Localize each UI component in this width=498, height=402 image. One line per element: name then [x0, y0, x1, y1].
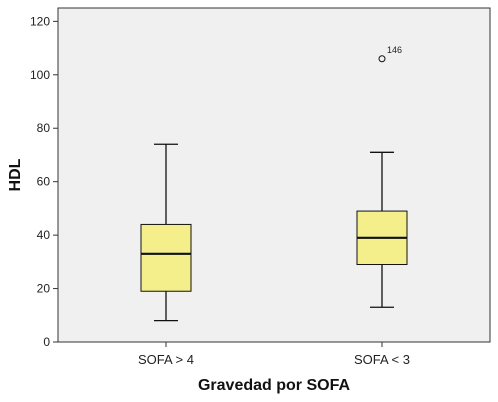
box-1 — [140, 143, 192, 322]
boxes-group: 146 — [140, 45, 408, 322]
y-tick-label: 20 — [37, 282, 51, 296]
x-tick-label: SOFA > 4 — [138, 352, 194, 367]
x-axis-title: Gravedad por SOFA — [198, 377, 350, 394]
x-axis: SOFA > 4 SOFA < 3 — [138, 342, 410, 367]
y-tick-label: 0 — [43, 335, 50, 349]
y-tick-label: 60 — [37, 175, 51, 189]
outlier-label: 146 — [387, 45, 402, 55]
y-tick-label: 120 — [30, 14, 50, 28]
x-tick-label: SOFA < 3 — [354, 352, 410, 367]
iqr-box — [140, 223, 192, 292]
box-2: 146 — [356, 45, 408, 308]
y-axis-title: HDL — [7, 158, 24, 191]
y-tick-label: 80 — [37, 121, 51, 135]
y-tick-label: 100 — [30, 68, 50, 82]
outlier-point — [378, 55, 386, 63]
y-tick-label: 40 — [37, 228, 51, 242]
y-axis: 0 20 40 60 80 100 120 — [30, 14, 58, 349]
plot-area — [57, 7, 491, 343]
